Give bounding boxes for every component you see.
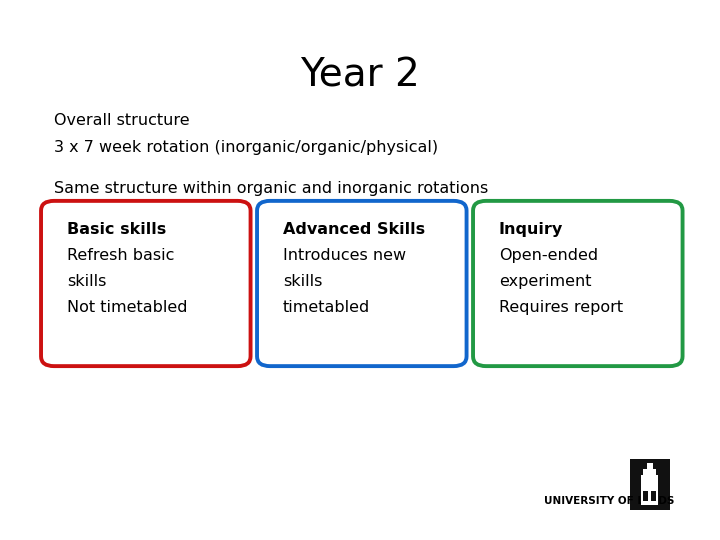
FancyBboxPatch shape [473,201,683,366]
Text: Basic skills: Basic skills [67,222,166,238]
Text: Refresh basic: Refresh basic [67,248,174,264]
FancyBboxPatch shape [257,201,467,366]
Text: 3 x 7 week rotation (inorganic/organic/physical): 3 x 7 week rotation (inorganic/organic/p… [54,140,438,156]
Bar [641,475,658,505]
Bar [644,469,657,481]
Text: Open-ended: Open-ended [499,248,598,264]
Text: UNIVERSITY OF LEEDS: UNIVERSITY OF LEEDS [544,496,674,505]
Text: Overall structure: Overall structure [54,113,189,129]
Text: Inquiry: Inquiry [499,222,563,238]
FancyBboxPatch shape [41,201,251,366]
Text: Year 2: Year 2 [300,57,420,94]
Bar [647,463,652,471]
Text: Introduces new: Introduces new [283,248,406,264]
Bar [644,491,648,501]
Text: timetabled: timetabled [283,300,370,315]
Text: Advanced Skills: Advanced Skills [283,222,425,238]
Text: experiment: experiment [499,274,591,289]
Text: Same structure within organic and inorganic rotations: Same structure within organic and inorga… [54,181,488,196]
Text: skills: skills [283,274,323,289]
Text: skills: skills [67,274,107,289]
Text: Requires report: Requires report [499,300,623,315]
Bar [652,491,657,501]
Text: Not timetabled: Not timetabled [67,300,187,315]
Bar [630,459,670,510]
